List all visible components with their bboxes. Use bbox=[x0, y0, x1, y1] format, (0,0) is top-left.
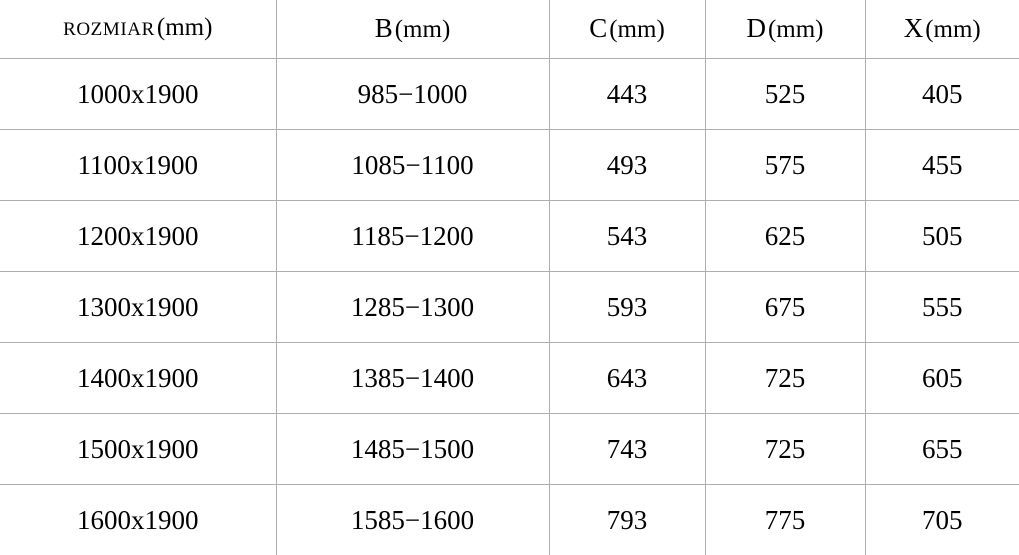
cell-c: 543 bbox=[549, 201, 705, 272]
column-header-rozmiar-unit: (mm) bbox=[157, 14, 213, 41]
cell-d: 675 bbox=[705, 272, 865, 343]
cell-c: 793 bbox=[549, 485, 705, 555]
cell-x: 605 bbox=[865, 343, 1019, 414]
table-header: ROZMIAR(mm) B(mm) C(mm) D(mm) X(mm) bbox=[0, 0, 1019, 59]
column-header-x-name: X bbox=[904, 13, 924, 43]
table-row: 1500x1900 1485−1500 743 725 655 bbox=[0, 414, 1019, 485]
cell-b: 1385−1400 bbox=[276, 343, 549, 414]
cell-x: 505 bbox=[865, 201, 1019, 272]
table-body: 1000x1900 985−1000 443 525 405 1100x1900… bbox=[0, 59, 1019, 555]
cell-x: 555 bbox=[865, 272, 1019, 343]
cell-c: 493 bbox=[549, 130, 705, 201]
cell-x: 655 bbox=[865, 414, 1019, 485]
cell-d: 725 bbox=[705, 414, 865, 485]
cell-c: 743 bbox=[549, 414, 705, 485]
cell-c: 643 bbox=[549, 343, 705, 414]
cell-size: 1600x1900 bbox=[0, 485, 276, 555]
column-header-c: C(mm) bbox=[549, 0, 705, 59]
cell-size: 1500x1900 bbox=[0, 414, 276, 485]
cell-c: 443 bbox=[549, 59, 705, 130]
cell-d: 725 bbox=[705, 343, 865, 414]
table-row: 1100x1900 1085−1100 493 575 455 bbox=[0, 130, 1019, 201]
cell-d: 575 bbox=[705, 130, 865, 201]
column-header-d-unit: (mm) bbox=[768, 16, 824, 43]
column-header-c-unit: (mm) bbox=[609, 16, 665, 43]
cell-c: 593 bbox=[549, 272, 705, 343]
table-row: 1200x1900 1185−1200 543 625 505 bbox=[0, 201, 1019, 272]
column-header-d: D(mm) bbox=[705, 0, 865, 59]
table-row: 1000x1900 985−1000 443 525 405 bbox=[0, 59, 1019, 130]
column-header-b-unit: (mm) bbox=[395, 16, 451, 43]
column-header-b: B(mm) bbox=[276, 0, 549, 59]
cell-size: 1200x1900 bbox=[0, 201, 276, 272]
cell-b: 1285−1300 bbox=[276, 272, 549, 343]
column-header-d-name: D bbox=[746, 13, 766, 43]
column-header-c-name: C bbox=[589, 13, 607, 43]
column-header-rozmiar: ROZMIAR(mm) bbox=[0, 0, 276, 59]
table-row: 1300x1900 1285−1300 593 675 555 bbox=[0, 272, 1019, 343]
cell-b: 1485−1500 bbox=[276, 414, 549, 485]
cell-x: 705 bbox=[865, 485, 1019, 555]
table-row: 1600x1900 1585−1600 793 775 705 bbox=[0, 485, 1019, 555]
column-header-x: X(mm) bbox=[865, 0, 1019, 59]
cell-d: 625 bbox=[705, 201, 865, 272]
cell-d: 525 bbox=[705, 59, 865, 130]
cell-size: 1300x1900 bbox=[0, 272, 276, 343]
cell-b: 1585−1600 bbox=[276, 485, 549, 555]
cell-size: 1100x1900 bbox=[0, 130, 276, 201]
table-row: 1400x1900 1385−1400 643 725 605 bbox=[0, 343, 1019, 414]
cell-x: 405 bbox=[865, 59, 1019, 130]
cell-size: 1000x1900 bbox=[0, 59, 276, 130]
cell-x: 455 bbox=[865, 130, 1019, 201]
column-header-b-name: B bbox=[375, 13, 393, 43]
cell-b: 985−1000 bbox=[276, 59, 549, 130]
cell-size: 1400x1900 bbox=[0, 343, 276, 414]
cell-b: 1085−1100 bbox=[276, 130, 549, 201]
column-header-x-unit: (mm) bbox=[925, 16, 981, 43]
column-header-rozmiar-name: ROZMIAR bbox=[63, 19, 155, 40]
cell-d: 775 bbox=[705, 485, 865, 555]
table-header-row: ROZMIAR(mm) B(mm) C(mm) D(mm) X(mm) bbox=[0, 0, 1019, 59]
cell-b: 1185−1200 bbox=[276, 201, 549, 272]
